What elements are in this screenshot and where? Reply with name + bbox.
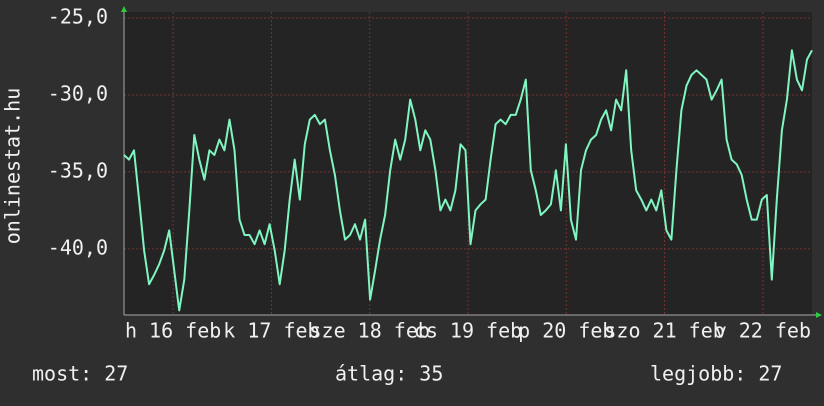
axis-arrow	[121, 6, 127, 12]
footer-stat: legjobb: 27	[650, 362, 782, 386]
y-tick-label: -25,0	[48, 5, 108, 29]
data-line	[123, 49, 813, 312]
y-tick-label: -35,0	[48, 158, 108, 182]
footer-stat: átlag: 35	[335, 362, 443, 386]
y-tick-label: -40,0	[48, 235, 108, 259]
y-tick-label: -30,0	[48, 81, 108, 105]
x-tick-label: sze 18 feb	[310, 319, 430, 343]
x-tick-label: h 16 feb	[125, 319, 221, 343]
x-tick-label: cs 19 feb	[414, 319, 522, 343]
x-tick-label: szo 21 feb	[604, 319, 724, 343]
x-tick-label: v 22 feb	[715, 319, 811, 343]
axis-arrow	[816, 312, 822, 318]
y-axis-label: onlinestat.hu	[1, 88, 25, 245]
x-tick-label: p 20 feb	[518, 319, 614, 343]
x-tick-label: k 17 feb	[223, 319, 319, 343]
footer-stat: most: 27	[32, 362, 128, 386]
